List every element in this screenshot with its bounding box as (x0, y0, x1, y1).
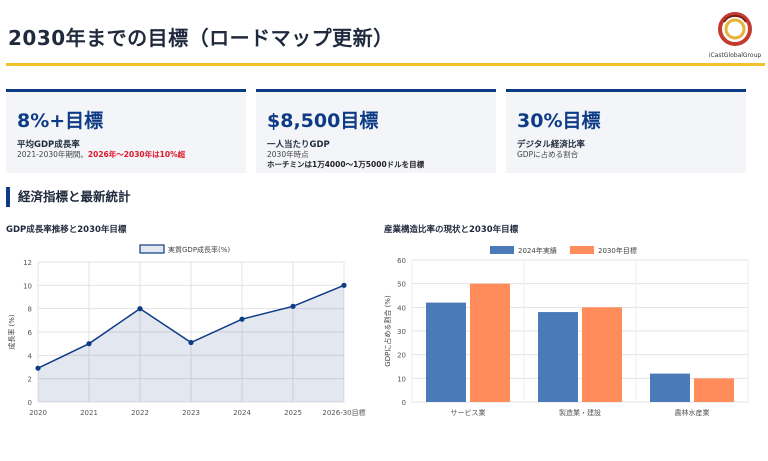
header-divider (6, 63, 765, 66)
legend-swatch (490, 246, 514, 254)
legend-label: 実質GDP成長率(%) (168, 245, 230, 254)
data-point (137, 306, 143, 312)
company-logo: iCastGlobalGroup (706, 8, 764, 60)
y-tick-label: 6 (28, 329, 33, 337)
bar-chart-title: 産業構造比率の現状と2030年目標 (384, 225, 519, 235)
kpi-value: $8,500目標 (267, 110, 379, 132)
y-tick-label: 12 (23, 259, 32, 267)
kpi-note: 2021-2030年期間。2026年〜2030年は10%超 (17, 150, 185, 160)
y-tick-label: 60 (397, 257, 406, 265)
y-axis-label: GDPに占める割合 (%) (383, 295, 392, 367)
legend-swatch (570, 246, 594, 254)
x-tick-label: 2020 (29, 409, 47, 417)
bar (538, 312, 578, 402)
x-tick-label: 農林水産業 (675, 408, 710, 417)
x-tick-label: 2022 (131, 409, 149, 417)
y-tick-label: 4 (28, 352, 33, 360)
logo-ring-icon (718, 12, 752, 46)
y-tick-label: 30 (397, 328, 406, 336)
data-point (188, 339, 194, 346)
gdp-growth-line-chart: 0 2 4 6 8 10 12 2020 2021 2022 2023 2024 2025 2026-30… (7, 244, 366, 417)
kpi-note-highlight: 2026年〜2030年は10%超 (87, 150, 186, 159)
bar (650, 373, 690, 402)
data-point (35, 365, 41, 371)
legend-label: 2030年目標 (598, 246, 637, 255)
data-point (341, 282, 347, 288)
bar (426, 302, 466, 402)
x-tick-label: サービス業 (451, 408, 486, 417)
kpi-card-gdp-per-capita: $8,500目標 一人当たりGDP 2030年時点 ホーチミンは1万4000〜1万… (256, 89, 496, 173)
page-title: 2030年までの目標（ロードマップ更新） (8, 26, 394, 50)
y-tick-label: 50 (397, 281, 406, 289)
y-tick-label: 8 (28, 306, 32, 314)
industry-structure-bar-chart: 0 10 20 30 40 50 60 サービス業 製造業・建設 農林水産業 GDPに占める割合 (… (383, 246, 749, 417)
legend-label: 2024年実績 (518, 246, 557, 255)
bar (470, 283, 510, 402)
kpi-card-digital-economy: 30%目標 デジタル経済比率 GDPに占める割合 (506, 89, 746, 173)
x-tick-label: 2021 (80, 409, 98, 417)
kpi-label: 平均GDP成長率 (17, 140, 80, 150)
header: 2030年までの目標（ロードマップ更新） iCastGlobalGroup (0, 0, 768, 66)
kpi-label: デジタル経済比率 (517, 140, 585, 150)
kpi-note-text: 2021-2030年期間。 (17, 150, 88, 159)
data-point (290, 303, 296, 309)
data-point (239, 316, 245, 322)
y-axis-label: 成長率 (%) (7, 314, 16, 350)
kpi-note: 2030年時点 ホーチミンは1万4000〜1万5000ドルを目標 (267, 150, 424, 170)
section-title: 経済指標と最新統計 (6, 187, 131, 207)
y-tick-label: 40 (397, 304, 406, 312)
y-tick-label: 2 (28, 376, 32, 384)
y-tick-label: 10 (23, 282, 32, 290)
x-tick-label: 製造業・建設 (559, 408, 601, 417)
legend-swatch (139, 244, 165, 254)
x-tick-label: 2025 (284, 409, 302, 417)
x-tick-label: 2024 (233, 409, 251, 417)
kpi-value: 8%+目標 (17, 110, 104, 132)
y-tick-label: 0 (28, 399, 32, 407)
line-chart-title: GDP成長率推移と2030年目標 (6, 225, 127, 235)
kpi-value: 30%目標 (517, 110, 601, 132)
y-tick-label: 10 (397, 375, 406, 383)
logo-text: iCastGlobalGroup (708, 52, 762, 59)
x-tick-label: 2023 (182, 409, 200, 417)
bar (582, 307, 622, 402)
kpi-note: GDPに占める割合 (517, 150, 579, 159)
y-tick-label: 0 (402, 399, 406, 407)
kpi-note-bold: ホーチミンは1万4000〜1万5000ドルを目標 (267, 160, 425, 169)
x-tick-label: 2026-30目標 (322, 408, 365, 417)
kpi-label: 一人当たりGDP (267, 140, 330, 150)
y-tick-label: 20 (397, 352, 406, 360)
data-point (86, 341, 92, 347)
bar (694, 378, 734, 402)
kpi-note-text: 2030年時点 (267, 150, 309, 159)
kpi-card-gdp-growth: 8%+目標 平均GDP成長率 2021-2030年期間。2026年〜2030年は… (6, 89, 246, 173)
